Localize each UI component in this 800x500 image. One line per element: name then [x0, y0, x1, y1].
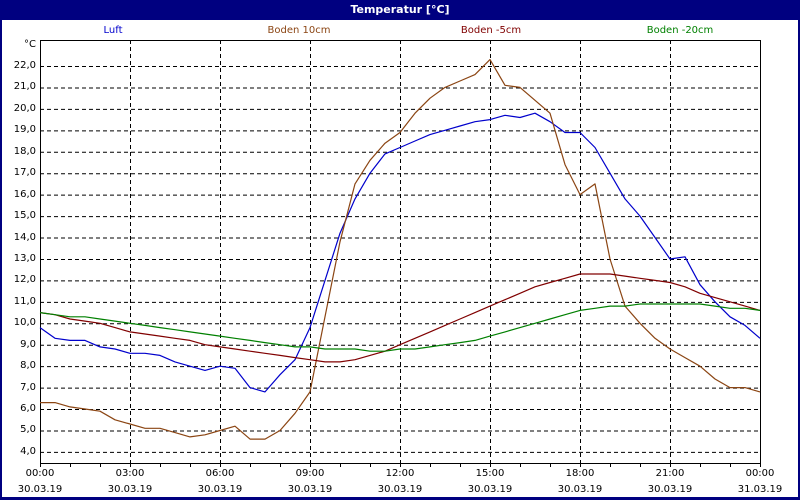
y-axis-unit: °C [24, 39, 36, 50]
y-tick-label: 14,0 [13, 231, 36, 243]
legend-boden-minus-5cm: Boden -5cm [460, 25, 522, 36]
x-tick-time: 03:00 [115, 468, 145, 479]
x-tick-date: 30.03.19 [197, 484, 243, 495]
y-tick-label: 5,0 [20, 424, 36, 436]
chart-title: Temperatur [°C] [0, 0, 800, 20]
x-tick-date: 30.03.19 [107, 484, 153, 495]
x-tick-date: 30.03.19 [557, 484, 603, 495]
x-tick-date: 30.03.19 [287, 484, 333, 495]
x-tick-date: 30.03.19 [467, 484, 513, 495]
x-tick-time: 12:00 [385, 468, 415, 479]
x-tick-time: 09:00 [295, 468, 325, 479]
y-tick-label: 8,0 [20, 360, 36, 372]
series-line-boden-10cm [40, 58, 761, 440]
y-tick-label: 18,0 [13, 145, 36, 157]
x-tick-date: 30.03.19 [647, 484, 693, 495]
legend-boden-minus-20cm: Boden -20cm [646, 25, 714, 36]
series-line-luft [39, 112, 761, 393]
y-tick-label: 17,0 [13, 167, 36, 179]
y-tick-label: 9,0 [20, 338, 36, 350]
window-border-bottom [0, 497, 800, 500]
x-tick-time: 15:00 [475, 468, 505, 479]
x-tick-time: 18:00 [565, 468, 595, 479]
x-tick-time: 00:00 [745, 468, 775, 479]
y-tick-label: 6,0 [20, 403, 36, 415]
y-tick-label: 13,0 [13, 252, 36, 264]
x-tick-time: 21:00 [655, 468, 685, 479]
series-line-boden-5cm [39, 273, 761, 363]
plot-frame [40, 40, 761, 464]
x-tick-date: 30.03.19 [17, 484, 63, 495]
window-border-left [0, 20, 2, 500]
x-tick-date: 31.03.19 [737, 484, 783, 495]
y-tick-label: 12,0 [13, 274, 36, 286]
x-tick-time: 06:00 [205, 468, 235, 479]
x-tick-date: 30.03.19 [377, 484, 423, 495]
y-tick-label: 15,0 [13, 210, 36, 222]
x-tick-time: 00:00 [25, 468, 55, 479]
y-tick-label: 21,0 [13, 81, 36, 93]
y-tick-label: 4,0 [20, 445, 36, 457]
y-tick-label: 22,0 [13, 60, 36, 71]
y-tick-label: 11,0 [13, 295, 36, 307]
window-border-right [798, 20, 800, 500]
legend-luft: Luft [103, 25, 123, 36]
y-tick-label: 19,0 [13, 124, 36, 136]
y-tick-label: 20,0 [13, 102, 36, 114]
y-tick-label: 7,0 [20, 381, 36, 393]
y-tick-label: 10,0 [13, 317, 36, 329]
series-line-boden-20cm [39, 303, 761, 352]
legend-boden-10cm: Boden 10cm [267, 25, 331, 36]
y-tick-label: 16,0 [13, 188, 36, 200]
